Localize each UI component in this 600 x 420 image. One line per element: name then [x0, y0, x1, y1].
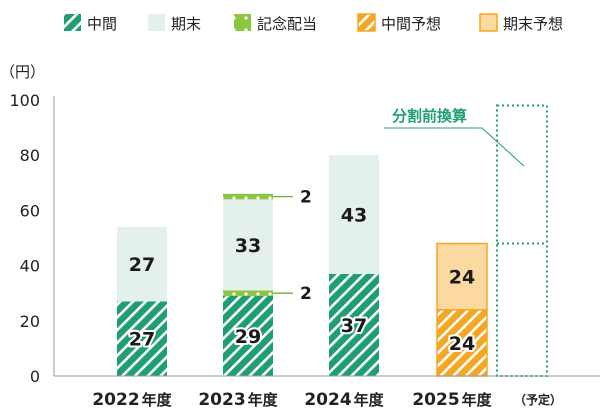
x-tick-label: 2022 年度: [92, 390, 172, 410]
value-label: 33: [235, 235, 261, 257]
x-tick-note: （予定）: [514, 392, 562, 407]
bar-commem2: [223, 193, 273, 200]
value-label: 24: [449, 333, 475, 355]
legend-swatch-commem1: [234, 14, 251, 31]
y-tick-label: 80: [20, 146, 40, 165]
legend-label: 期末: [171, 15, 201, 33]
value-label: 29: [235, 326, 261, 348]
value-label: 2: [300, 284, 312, 304]
legend-label: 中間予想: [381, 15, 441, 33]
legend-swatch-interim_fc: [357, 13, 376, 32]
x-tick-label: 2023 年度: [198, 390, 278, 410]
bars: [117, 104, 548, 378]
annotation-leader-line-diagonal: [481, 127, 525, 167]
x-tick-label: 2024 年度: [304, 390, 384, 410]
annotation-label: 分割前換算: [392, 107, 467, 125]
bar-final_fc: [436, 242, 488, 311]
x-tick-label: 2025 年度: [412, 390, 492, 410]
legend: 中間 期末 記念配当 中間予想 期末予想: [64, 13, 563, 33]
pre-split-box: [496, 104, 548, 378]
value-label: 24: [449, 267, 475, 289]
legend-swatch-final_fc: [479, 13, 498, 32]
y-unit-label: （円）: [0, 63, 45, 81]
bar-interim: [223, 295, 273, 376]
bar-interim: [117, 301, 167, 376]
value-labels: 27 27 29 33 2 2 37 43 24 24: [127, 188, 477, 357]
legend-label: 中間: [87, 15, 117, 33]
legend-swatch-interim: [64, 14, 81, 31]
value-label: 27: [129, 254, 155, 276]
bar-interim: [329, 273, 379, 376]
legend-label: 記念配当: [257, 15, 317, 33]
bar-commem1: [223, 290, 273, 296]
value-label: 2: [300, 188, 312, 208]
legend-label: 期末予想: [503, 15, 563, 33]
value-label: 27: [129, 329, 155, 351]
bar-final: [329, 155, 379, 274]
bar-final: [223, 199, 273, 291]
value-label: 37: [341, 315, 367, 337]
y-tick-label: 60: [20, 201, 40, 220]
x-axis: 2022 年度 2023 年度 2024 年度 2025 年度 （予定）: [54, 375, 600, 410]
y-tick-label: 100: [9, 91, 40, 110]
y-axis: 0 20 40 60 80 100: [9, 91, 55, 386]
y-tick-label: 20: [20, 312, 40, 331]
y-tick-label: 40: [20, 257, 40, 276]
pre-split-annotation: 分割前換算: [384, 107, 525, 167]
bar-final: [117, 226, 167, 302]
value-label: 43: [341, 205, 367, 227]
legend-swatch-final: [148, 14, 165, 31]
y-tick-label: 0: [30, 367, 40, 386]
